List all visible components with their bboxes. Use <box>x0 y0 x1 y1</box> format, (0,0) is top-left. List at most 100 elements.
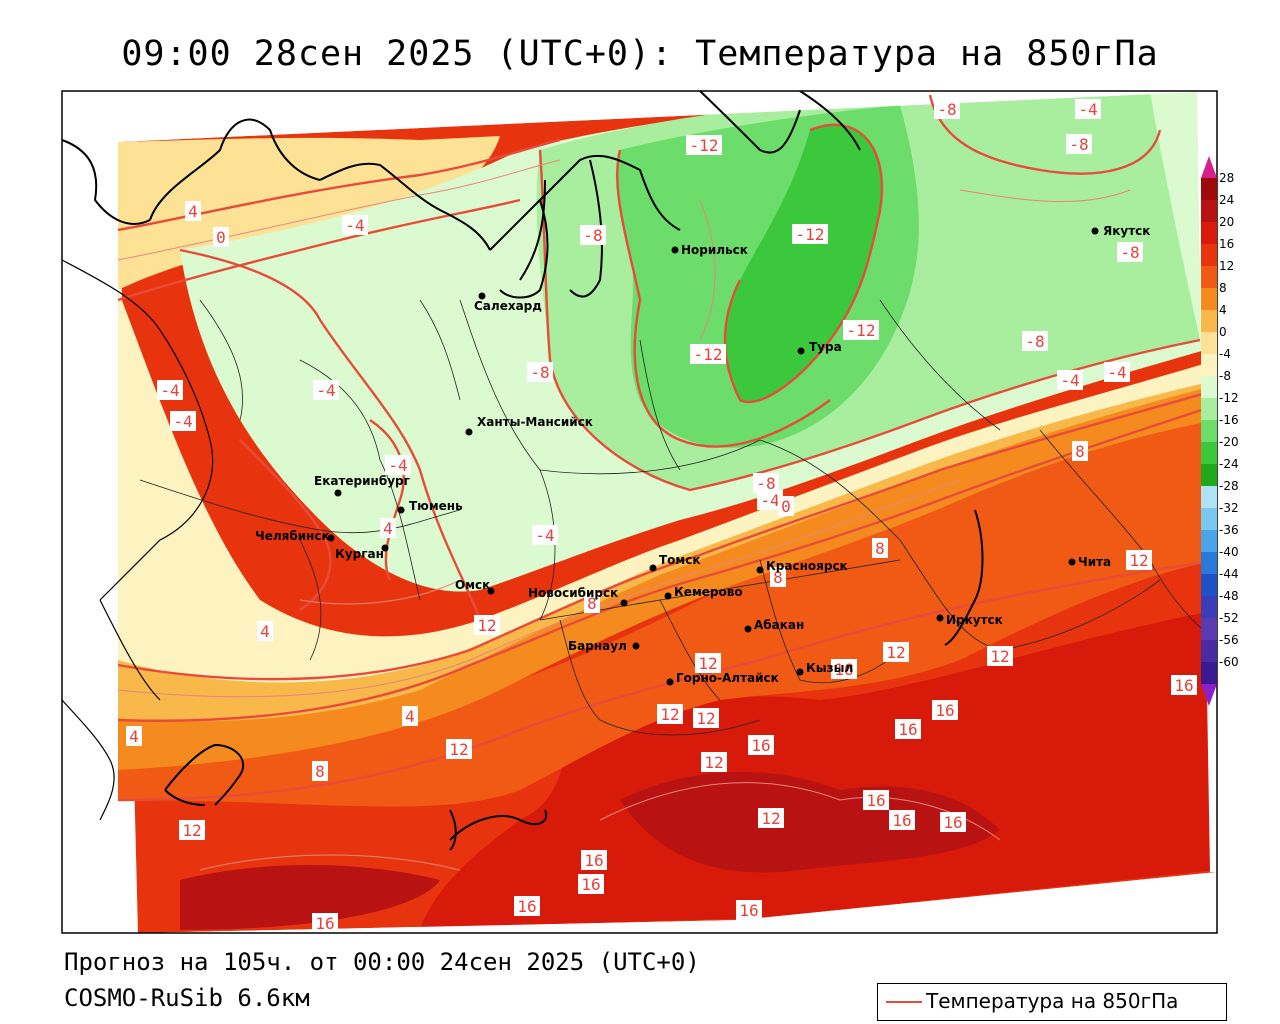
colorbar-tick-label: 20 <box>1219 215 1234 229</box>
colorbar-swatch <box>1201 398 1217 420</box>
isotherm-label: 8 <box>773 568 783 587</box>
isotherm-label-bg <box>474 615 500 635</box>
isotherm-label-bg <box>1117 242 1143 262</box>
colorbar-tick-label: 8 <box>1219 281 1227 295</box>
colorbar-tick-label: -40 <box>1219 545 1239 559</box>
isotherm-label-bg <box>385 455 411 475</box>
isotherm-label-bg <box>736 900 762 920</box>
city-label: Кызыл <box>806 661 853 675</box>
isotherm-label: 16 <box>584 851 603 870</box>
colorbar-swatch <box>1201 442 1217 464</box>
city-marker <box>664 592 672 600</box>
isotherm-label: -4 <box>535 526 554 545</box>
colorbar-tick-label: -36 <box>1219 523 1239 537</box>
isotherm-label-bg <box>170 411 196 431</box>
coastlines <box>62 91 984 851</box>
isotherm-label-bg <box>748 735 774 755</box>
isotherm-label-bg <box>987 646 1013 666</box>
isotherm-label: 12 <box>1129 551 1148 570</box>
city-label: Ханты-Мансийск <box>477 415 593 429</box>
isotherm-label: -8 <box>1069 135 1088 154</box>
colorbar-tick-label: 4 <box>1219 303 1227 317</box>
city-label: Иркутск <box>946 613 1003 627</box>
city-label: Омск <box>455 578 490 592</box>
city-group: Салехард Норильск Якутск Тура Ханты-Мансийск… <box>255 224 1150 686</box>
colorbar-swatch <box>1201 508 1217 530</box>
map-area: -8 -4-12 -840-4-8 -12-8-12-12-8-8 -4-4-4 -4-4… <box>62 91 1217 933</box>
temp-zone-24b <box>180 865 440 930</box>
city-marker <box>649 564 657 572</box>
city-marker <box>381 544 389 552</box>
city-marker <box>327 534 335 542</box>
isotherm-label: 16 <box>898 720 917 739</box>
isotherm-label-bg <box>257 621 273 641</box>
city-marker <box>478 292 486 300</box>
isotherm-label-bg <box>527 362 553 382</box>
isotherm-label: -4 <box>345 216 364 235</box>
colorbar-tick-label: 12 <box>1219 259 1234 273</box>
isotherm-label: -4 <box>173 412 192 431</box>
colorbar-tick-label: -24 <box>1219 457 1239 471</box>
colorbar-tick-label: -20 <box>1219 435 1239 449</box>
isotherm-label: -8 <box>1025 332 1044 351</box>
colorbar-swatch <box>1201 178 1217 200</box>
isotherm-label-bg <box>1072 441 1088 461</box>
isotherm-label-bg <box>1171 675 1197 695</box>
city-marker <box>671 246 679 254</box>
map-title: 09:00 28сен 2025 (UTC+0): Температура на… <box>121 34 1159 74</box>
city-label: Тура <box>809 340 842 354</box>
isotherm-label: 4 <box>405 707 415 726</box>
isotherm-label-bg <box>757 490 783 510</box>
city-marker <box>397 506 405 514</box>
isotherm-label-bg <box>581 850 607 870</box>
isotherm-label-bg <box>895 719 921 739</box>
colorbar-tick-label: -48 <box>1219 589 1239 603</box>
isotherm-label-bg <box>402 706 418 726</box>
isotherm-label: -8 <box>1120 243 1139 262</box>
temp-zone-minus16 <box>725 124 882 402</box>
city-marker <box>1091 227 1099 235</box>
isotherm-label: 16 <box>892 811 911 830</box>
city-label: Чита <box>1078 555 1111 569</box>
colorbar-swatch <box>1201 266 1217 288</box>
isotherm-label-bg <box>934 99 960 119</box>
isotherm-label-bg <box>126 726 142 746</box>
isotherm-label-bg <box>831 659 857 679</box>
colorbar-top-arrow <box>1201 156 1217 178</box>
colorbar-tick-label: -44 <box>1219 567 1239 581</box>
isotherm-label-bg <box>889 810 915 830</box>
colorbar-tick-label: -8 <box>1219 369 1231 383</box>
isotherm-label-bg <box>312 761 328 781</box>
city-marker <box>744 625 752 633</box>
colorbar-swatch <box>1201 288 1217 310</box>
isotherm-label: 12 <box>477 616 496 635</box>
isotherm-label-bg <box>657 704 683 724</box>
colorbar-swatch <box>1201 486 1217 508</box>
colorbar-tick-label: -52 <box>1219 611 1239 625</box>
isotherm-label: -8 <box>530 363 549 382</box>
colorbar-tick-label: -56 <box>1219 633 1239 647</box>
city-marker <box>796 668 804 676</box>
isotherm-label: 12 <box>886 643 905 662</box>
isotherm-label-bg <box>1104 362 1130 382</box>
isotherm-label-bg <box>753 473 779 493</box>
isotherm-label-bg <box>578 874 604 894</box>
city-marker <box>334 489 342 497</box>
forecast-info: Прогноз на 105ч. от 00:00 24сен 2025 (UT… <box>64 948 700 976</box>
isotherm-label-bg <box>1126 550 1152 570</box>
isotherm-label: -4 <box>388 456 407 475</box>
legend-line-swatch <box>886 1001 922 1003</box>
isotherm-label-bg <box>778 496 794 516</box>
colorbar-swatch <box>1201 310 1217 332</box>
colorbar-swatch <box>1201 596 1217 618</box>
colorbar-tick-label: 16 <box>1219 237 1234 251</box>
colorbar-tick-label: -16 <box>1219 413 1239 427</box>
isotherm-label: 12 <box>698 654 717 673</box>
isotherm-label: -4 <box>1078 100 1097 119</box>
isotherm-label: -4 <box>160 381 179 400</box>
country-borders <box>62 259 214 821</box>
colorbar-swatch <box>1201 662 1217 684</box>
colorbar-tick-label: -60 <box>1219 655 1239 669</box>
isotherm-label-bg <box>342 215 368 235</box>
city-label: Кемерово <box>674 585 743 599</box>
